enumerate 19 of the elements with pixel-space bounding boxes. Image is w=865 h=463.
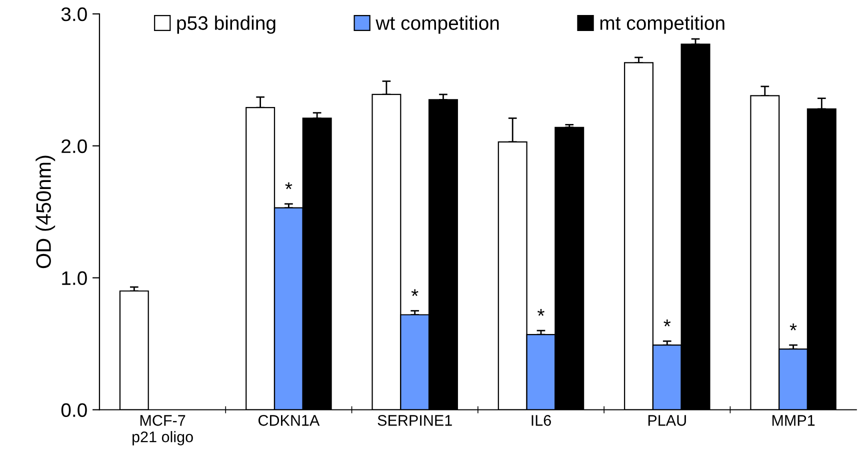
annotation: * <box>664 320 671 326</box>
x-tick-label: PLAU <box>648 415 686 426</box>
x-tick-label: MCF-7 p21 oligo <box>132 415 193 446</box>
y-tick-label: 3.0 <box>61 7 87 22</box>
annotation: * <box>538 309 544 316</box>
annotation: * <box>790 324 797 330</box>
y-tick-label: 0.0 <box>61 403 87 417</box>
legend-label: p53 binding <box>177 16 276 34</box>
y-tick-label: 1.0 <box>62 271 87 286</box>
annotation: * <box>411 289 418 296</box>
x-tick-label: IL6 <box>532 415 551 426</box>
annotation: * <box>285 182 292 190</box>
x-tick-label: MMP1 <box>772 415 815 426</box>
x-tick-label: CDKN1A <box>258 415 320 426</box>
legend-label: wt competition <box>376 16 499 34</box>
y-axis-title: OD (450nm) <box>36 156 56 268</box>
y-tick-label: 2.0 <box>62 139 87 154</box>
x-tick-label: SERPINE1 <box>378 415 452 426</box>
legend-label: mt competition <box>600 16 724 34</box>
